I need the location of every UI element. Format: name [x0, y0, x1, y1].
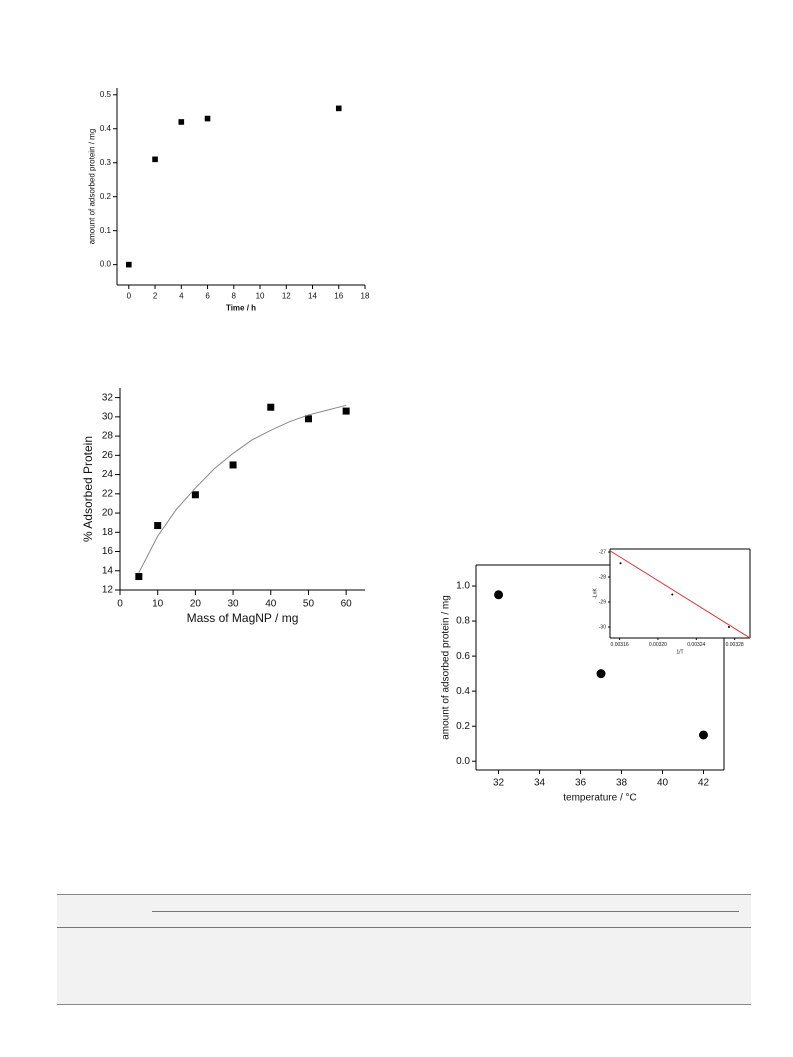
x-tick-label: 10	[152, 599, 164, 610]
point	[699, 730, 709, 740]
x-tick-label: 14	[308, 291, 317, 300]
y-tick-label: 28	[102, 431, 114, 442]
fit-line	[138, 404, 347, 573]
x-tick-label: 10	[256, 291, 265, 300]
y-tick-label: -28	[599, 574, 606, 580]
table-placeholder	[57, 894, 751, 1005]
x-tick-label: 0.00316	[611, 642, 629, 648]
y-axis-label: amount of adsorbed protein / mg	[87, 129, 96, 245]
x-tick-label: 0	[127, 291, 132, 300]
y-axis-label: % Adsorbed Protein	[81, 436, 95, 542]
point	[727, 626, 730, 628]
x-tick-label: 40	[265, 599, 277, 610]
x-tick-label: 18	[361, 291, 370, 300]
x-tick-label: 0	[117, 599, 123, 610]
y-axis-label: -LnK	[592, 588, 598, 599]
y-tick-label: 0.2	[100, 192, 112, 201]
y-axis-label: amount of adsorbed protein / mg	[441, 595, 452, 740]
x-tick-label: 0.00320	[649, 642, 667, 648]
point	[135, 573, 143, 581]
y-tick-label: -27	[599, 549, 606, 555]
y-tick-label: 12	[102, 585, 114, 596]
x-tick-label: 38	[616, 778, 628, 789]
y-tick-label: 0.8	[456, 616, 470, 627]
x-tick-label: 36	[575, 778, 587, 789]
fit-line	[609, 550, 751, 639]
x-axis-label: temperature / °C	[563, 793, 636, 804]
point	[619, 562, 622, 565]
y-tick-label: 18	[102, 527, 114, 538]
y-tick-label: 24	[102, 469, 114, 480]
y-tick-label: 30	[102, 411, 114, 422]
x-tick-label: 16	[334, 291, 343, 300]
x-tick-label: 8	[232, 291, 237, 300]
y-tick-label: 26	[102, 450, 114, 461]
x-tick-label: 0.00328	[726, 642, 744, 648]
x-tick-label: 20	[190, 599, 202, 610]
point	[596, 669, 606, 679]
y-tick-label: 0.3	[100, 158, 112, 167]
y-tick-label: -30	[599, 624, 606, 630]
y-tick-label: 0.0	[456, 756, 470, 767]
x-tick-label: 4	[179, 291, 184, 300]
x-tick-label: 60	[341, 599, 353, 610]
y-tick-label: 0.4	[456, 686, 470, 697]
y-tick-label: 0.1	[100, 226, 112, 235]
y-tick-label: 0.4	[100, 124, 112, 133]
y-tick-label: 0.2	[456, 721, 470, 732]
x-tick-label: 34	[534, 778, 546, 789]
x-tick-label: 30	[228, 599, 240, 610]
x-axis-label: Time / h	[226, 303, 256, 312]
y-tick-label: 22	[102, 488, 114, 499]
table-rule	[152, 911, 739, 912]
y-tick-label: 0.6	[456, 651, 470, 662]
point	[335, 105, 342, 112]
x-tick-label: 6	[205, 291, 210, 300]
y-tick-label: 20	[102, 508, 114, 519]
y-tick-label: 1.0	[456, 581, 470, 592]
point	[126, 261, 132, 268]
point	[342, 407, 350, 415]
x-axis-label: Mass of MagNP / mg	[187, 611, 299, 625]
point	[267, 403, 275, 411]
point	[229, 461, 237, 469]
x-tick-label: 0.00324	[687, 642, 705, 648]
y-tick-label: 16	[102, 546, 114, 557]
point	[204, 115, 211, 122]
x-tick-label: 42	[698, 778, 710, 789]
y-tick-label: 0.5	[100, 90, 112, 99]
point	[671, 593, 674, 596]
y-tick-label: 14	[102, 565, 114, 576]
y-tick-label: -29	[599, 599, 606, 605]
y-tick-label: 0.0	[100, 260, 112, 269]
point	[178, 119, 185, 125]
x-tick-label: 32	[493, 778, 505, 789]
point	[152, 156, 158, 163]
x-tick-label: 12	[282, 291, 291, 300]
point	[154, 522, 162, 530]
x-tick-label: 40	[657, 778, 669, 789]
point	[191, 491, 199, 499]
x-tick-label: 50	[303, 599, 315, 610]
point	[494, 590, 504, 600]
table-rule	[57, 927, 751, 928]
point	[304, 415, 312, 423]
x-axis-label: 1/T	[676, 649, 683, 655]
x-tick-label: 2	[153, 291, 158, 300]
y-tick-label: 32	[102, 392, 114, 403]
